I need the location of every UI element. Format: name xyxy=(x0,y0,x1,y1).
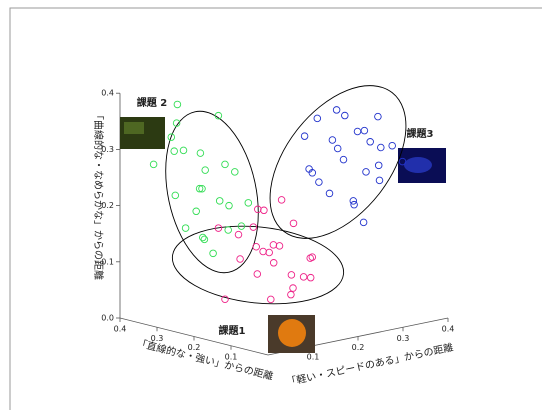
data-point xyxy=(210,250,217,257)
data-point xyxy=(307,255,314,262)
x-tick-label: 0.4 xyxy=(114,325,127,334)
data-point xyxy=(232,169,239,176)
data-point xyxy=(334,145,341,152)
data-point xyxy=(363,169,370,176)
data-point xyxy=(288,272,295,279)
data-point xyxy=(300,274,307,281)
data-point xyxy=(266,249,273,256)
data-point xyxy=(270,259,277,266)
data-point xyxy=(200,234,207,241)
data-point xyxy=(375,162,382,169)
data-point xyxy=(268,296,275,303)
x-axis-title: 「直線的な・強い」からの距離 xyxy=(136,336,275,382)
data-point xyxy=(290,220,297,227)
data-point xyxy=(174,101,181,108)
data-point xyxy=(202,167,209,174)
y-tick-label: 0.3 xyxy=(397,334,410,343)
data-point xyxy=(389,142,396,149)
data-point xyxy=(342,112,349,119)
data-point xyxy=(222,161,229,168)
data-point xyxy=(222,296,229,303)
data-point xyxy=(288,291,295,298)
z-tick-label: 0.0 xyxy=(101,314,114,323)
data-point xyxy=(333,107,340,114)
data-point xyxy=(150,161,157,168)
series-label: 課題1 xyxy=(219,324,246,337)
image-task1-detail xyxy=(278,319,306,347)
data-point xyxy=(197,150,204,157)
data-point xyxy=(290,285,297,292)
data-point xyxy=(375,113,382,120)
y-tick-label: 0.2 xyxy=(352,343,365,352)
data-point xyxy=(254,206,261,213)
data-point xyxy=(245,200,252,207)
data-point xyxy=(329,137,336,144)
cluster-outline xyxy=(168,218,347,312)
series-label: 課題 2 xyxy=(137,96,167,109)
data-point xyxy=(361,127,368,134)
data-point xyxy=(254,271,261,278)
data-point xyxy=(314,115,321,122)
stimulus-images xyxy=(120,117,446,353)
data-point xyxy=(171,148,178,155)
data-point xyxy=(276,243,283,250)
z-axis-title: 「曲線的な・なめらかな」からの距離 xyxy=(92,110,105,280)
y-tick-label: 0.4 xyxy=(442,325,455,334)
data-point xyxy=(350,198,357,205)
cluster-outline xyxy=(152,103,272,282)
data-point xyxy=(301,133,308,140)
data-point xyxy=(354,128,361,135)
data-point xyxy=(226,202,233,209)
data-point xyxy=(307,274,314,281)
data-point xyxy=(340,156,347,163)
data-point xyxy=(378,144,385,151)
z-tick-label: 0.4 xyxy=(101,89,114,98)
data-point xyxy=(225,227,232,234)
data-point xyxy=(278,197,285,204)
data-point xyxy=(261,207,268,214)
image-task2-detail xyxy=(124,122,144,134)
chart: 0.10.20.30.40.10.20.30.40.00.10.20.30.4「… xyxy=(0,0,542,410)
data-point xyxy=(250,224,257,231)
data-point xyxy=(237,256,244,263)
y-tick-label: 0.1 xyxy=(307,352,320,361)
data-point xyxy=(376,177,383,184)
data-point xyxy=(316,179,323,186)
data-point xyxy=(360,219,367,226)
data-point xyxy=(235,231,242,238)
data-point xyxy=(193,208,200,215)
data-point xyxy=(172,192,179,199)
data-point xyxy=(182,225,189,232)
data-point xyxy=(216,198,223,205)
data-point xyxy=(326,190,333,197)
series-label: 課題3 xyxy=(407,127,434,140)
data-point xyxy=(201,236,208,243)
data-point xyxy=(270,242,277,249)
data-point xyxy=(180,147,187,154)
data-point xyxy=(253,243,260,250)
data-point xyxy=(260,248,267,255)
image-task3-detail xyxy=(404,157,432,173)
data-point xyxy=(367,138,374,145)
